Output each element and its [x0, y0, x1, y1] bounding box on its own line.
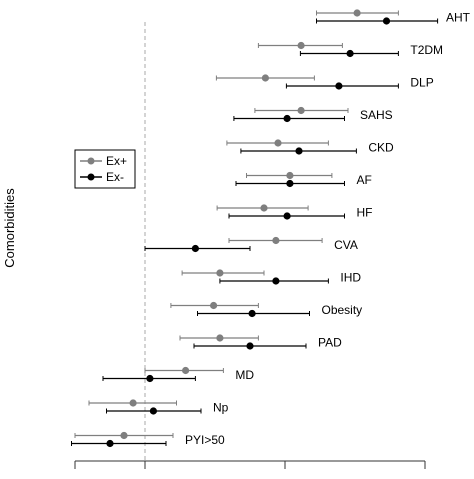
plot-rows: AHT T2DM DLP SAHS CKD AF HF CVA IHD Obesity PAD MD N…	[71, 9, 471, 448]
point-ex-minus	[106, 439, 114, 448]
row-aht: AHT	[316, 9, 471, 25]
row-pad: PAD	[179, 334, 342, 350]
row-label: Obesity	[322, 303, 363, 317]
point-ex-minus	[283, 212, 291, 220]
point-ex-minus	[272, 277, 280, 285]
point-ex-plus	[182, 366, 190, 375]
row-ihd: IHD	[181, 269, 361, 285]
row-label: AHT	[446, 11, 471, 25]
legend-box	[74, 149, 136, 189]
legend: Ex+ Ex-	[74, 149, 136, 189]
point-ex-plus	[353, 9, 361, 17]
row-label: PYI>50	[185, 433, 225, 447]
point-ex-minus	[286, 179, 294, 188]
point-ex-plus	[297, 106, 305, 115]
row-af: AF	[235, 171, 372, 188]
row-label: HF	[357, 206, 373, 220]
point-ex-minus	[149, 407, 157, 415]
row-t2dm: T2DM	[257, 41, 443, 58]
point-ex-plus	[297, 41, 305, 50]
point-ex-plus	[260, 204, 268, 212]
point-ex-minus	[248, 309, 256, 318]
row-np: Np	[88, 399, 229, 415]
point-ex-minus	[346, 49, 354, 58]
point-ex-minus	[283, 114, 291, 123]
point-ex-plus	[286, 171, 294, 180]
row-label: PAD	[318, 336, 342, 350]
row-pyi-50: PYI>50	[71, 431, 225, 448]
point-ex-plus	[120, 431, 128, 440]
row-label: MD	[235, 368, 254, 382]
row-label: DLP	[410, 76, 433, 90]
point-ex-minus	[246, 342, 254, 350]
legend-marker-ex-minus	[87, 173, 95, 181]
point-ex-plus	[261, 74, 269, 82]
row-hf: HF	[216, 204, 373, 220]
row-label: T2DM	[410, 43, 443, 57]
y-axis-label: Comorbidities	[2, 188, 17, 268]
x-axis-ticks	[74, 461, 426, 469]
row-ckd: CKD	[226, 139, 394, 155]
point-ex-minus	[191, 244, 199, 253]
point-ex-plus	[216, 334, 224, 342]
row-obesity: Obesity	[170, 301, 363, 318]
point-ex-minus	[335, 82, 343, 90]
row-label: SAHS	[360, 108, 393, 122]
row-label: Np	[213, 401, 229, 415]
row-md: MD	[102, 366, 254, 383]
row-dlp: DLP	[215, 74, 434, 90]
point-ex-plus	[129, 399, 137, 407]
row-label: AF	[357, 173, 372, 187]
point-ex-plus	[274, 139, 282, 147]
row-sahs: SAHS	[233, 106, 393, 123]
row-label: CKD	[368, 141, 394, 155]
point-ex-plus	[216, 269, 224, 277]
legend-label-ex-minus: Ex-	[106, 170, 124, 184]
row-label: CVA	[334, 238, 358, 252]
row-label: IHD	[340, 271, 361, 285]
point-ex-minus	[146, 374, 154, 383]
legend-label-ex-plus: Ex+	[106, 154, 127, 168]
point-ex-plus	[210, 301, 218, 310]
point-ex-minus	[295, 147, 303, 155]
legend-marker-ex-plus	[87, 157, 95, 165]
point-ex-minus	[382, 17, 391, 25]
point-ex-plus	[272, 236, 280, 245]
row-cva: CVA	[144, 236, 358, 253]
